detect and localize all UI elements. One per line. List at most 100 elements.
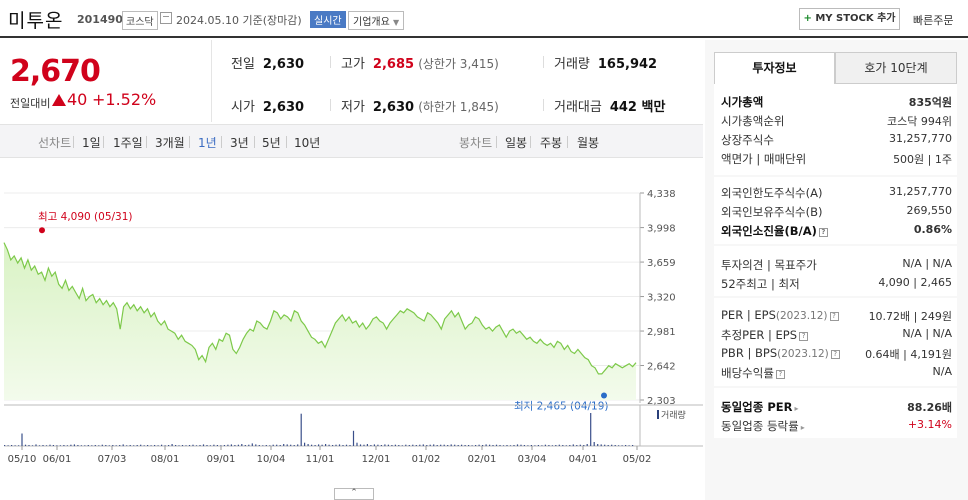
volume-bar <box>321 444 323 446</box>
volume-bar <box>4 445 6 446</box>
tab-investment-info[interactable]: 투자정보 <box>714 52 835 84</box>
tab-weekly[interactable]: 주봉 <box>540 136 563 150</box>
tab-3m[interactable]: 3개월 <box>155 136 185 150</box>
volume-bar <box>195 445 198 446</box>
help-icon[interactable]: ? <box>775 370 785 379</box>
volume-bar <box>499 445 501 446</box>
divider <box>146 136 147 148</box>
tab-10y[interactable]: 10년 <box>294 136 321 150</box>
tab-1w[interactable]: 1주일 <box>113 136 143 150</box>
row-opinion: 투자의견 | 목표주가 N/A | N/A <box>721 257 952 273</box>
volume-bar <box>398 445 400 446</box>
volume-bar <box>70 444 72 446</box>
row-industry-change[interactable]: 동일업종 등락률 ▸ +3.14% <box>721 418 952 434</box>
price-chart[interactable]: 4,338 3,998 3,659 3,320 2,981 2,642 2,303 최고 4,… <box>0 158 703 500</box>
shares-label: 상장주식수 <box>721 133 774 147</box>
y-tick-label: 3,320 <box>647 293 676 304</box>
candle-chart-label[interactable]: 봉차트 <box>459 136 493 150</box>
volume-bar <box>516 444 519 447</box>
volume-bar <box>181 445 184 446</box>
volume-bar <box>415 445 417 446</box>
volume-bar <box>21 433 23 446</box>
volume-bar <box>534 445 536 446</box>
row-shares: 상장주식수 31,257,770 <box>721 132 952 148</box>
per-year: (2023.12) <box>775 310 828 322</box>
volume-bar <box>359 444 362 447</box>
volume-bar <box>206 445 208 446</box>
chevron-up-icon: ⌃ <box>350 488 358 498</box>
volume-bar <box>314 445 316 446</box>
tab-daily[interactable]: 일봉 <box>505 136 528 150</box>
tab-5y[interactable]: 5년 <box>262 136 281 150</box>
volume-bar <box>489 444 491 446</box>
stat-high: 고가 2,685 (상한가 3,415) <box>341 53 499 72</box>
help-icon[interactable]: ? <box>830 350 840 359</box>
row-par: 액면가 | 매매단위 500원 | 1주 <box>721 151 952 167</box>
volume-bar <box>380 445 382 446</box>
volume-bar <box>464 445 466 446</box>
volume-bar <box>234 445 236 446</box>
volume-bar <box>150 445 152 446</box>
x-tick-label: 04/01 <box>569 454 598 465</box>
volume-bar <box>579 444 581 446</box>
volume-bar <box>412 444 414 446</box>
volume-bar <box>122 444 124 447</box>
tab-3y[interactable]: 3년 <box>230 136 249 150</box>
price-chart-svg[interactable]: 4,338 3,998 3,659 3,320 2,981 2,642 2,303 최고 4,… <box>0 158 703 500</box>
y-tick-label: 2,981 <box>647 327 676 338</box>
volume-bar <box>366 444 368 446</box>
row-foreign-ratio: 외국인소진율(B/A)? 0.86% <box>721 223 952 239</box>
volume-bar <box>492 445 494 446</box>
volume-bar <box>164 445 166 446</box>
volume-bar <box>471 445 473 446</box>
divider <box>543 99 544 111</box>
volume-bar <box>94 445 96 446</box>
tab-1d[interactable]: 1일 <box>82 136 101 150</box>
tab-1y[interactable]: 1년 <box>198 136 217 150</box>
volume-bar <box>335 444 337 446</box>
tab-monthly[interactable]: 월봉 <box>577 136 600 150</box>
volume-bar <box>502 445 505 446</box>
volume-bar <box>457 445 459 446</box>
volume-bar <box>391 445 393 446</box>
help-icon[interactable]: ? <box>829 312 839 321</box>
volume-bar <box>300 413 302 446</box>
tab-orderbook[interactable]: 호가 10단계 <box>835 52 957 84</box>
help-icon[interactable]: ? <box>818 228 828 237</box>
row-pbr: PBR | BPS(2023.12)? 0.64배 | 4,191원 <box>721 346 952 361</box>
line-chart-label[interactable]: 선차트 <box>38 136 72 150</box>
x-tick-label: 07/03 <box>98 454 127 465</box>
help-icon[interactable]: ? <box>799 332 809 341</box>
volume-bar <box>384 444 386 447</box>
week52-value: 4,090 | 2,465 <box>878 276 952 289</box>
volume-bar <box>345 444 348 446</box>
row-52week: 52주최고 | 최저 4,090 | 2,465 <box>721 276 952 292</box>
company-summary-button[interactable]: 기업개요 ▼ <box>348 11 405 30</box>
volume-bar <box>408 445 410 446</box>
per-value: 10.72배 | 249원 <box>868 310 952 323</box>
divider <box>221 136 222 148</box>
volume-legend: 거래량 <box>661 409 686 421</box>
shares-value: 31,257,770 <box>889 132 952 145</box>
row-industry-per[interactable]: 동일업종 PER ▸ 88.26배 <box>721 399 952 415</box>
volume-bar <box>530 445 532 446</box>
stat-amount: 거래대금 442 백만 <box>554 96 665 115</box>
volume-bar <box>66 445 68 446</box>
volume-bar <box>611 444 613 446</box>
chart-collapse-handle[interactable]: ⌃ <box>334 488 374 500</box>
volume-bar <box>325 444 327 446</box>
volume-bar <box>436 445 438 446</box>
volume-bar <box>171 444 173 446</box>
info-section-mcap: 시가총액 835억원 시가총액순위 코스닥 994위 상장주식수 31,257,770… <box>714 84 957 175</box>
x-tick-label: 02/01 <box>468 454 497 465</box>
realtime-badge[interactable]: 실시간 <box>310 11 346 28</box>
div-value: N/A <box>932 365 952 378</box>
stock-header: 미투온 201490 코스닥 2024.05.10 기준(장마감) 실시간 기업… <box>0 0 968 38</box>
info-section-industry: 동일업종 PER ▸ 88.26배 동일업종 등락률 ▸ +3.14% <box>714 388 957 438</box>
add-mystock-button[interactable]: + MY STOCK 추가 <box>799 8 900 30</box>
volume-bar <box>216 445 218 446</box>
quick-order-link[interactable]: 빠른주문 <box>913 14 954 27</box>
volume-bar <box>157 445 159 446</box>
reference-date: 2024.05.10 기준(장마감) <box>176 14 302 27</box>
est-per-value: N/A | N/A <box>902 327 952 340</box>
